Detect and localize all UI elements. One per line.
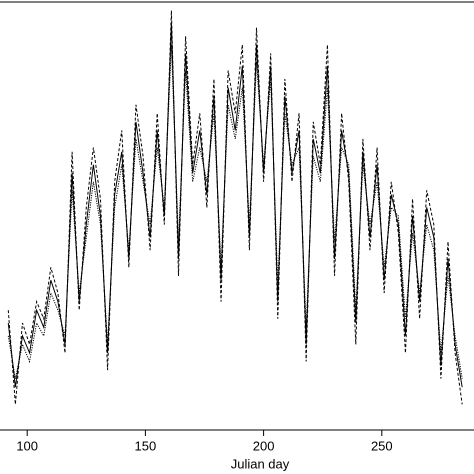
x-tick-label: 250: [371, 438, 393, 453]
series-line: [7, 10, 463, 405]
x-tick-label: 150: [135, 438, 157, 453]
series-line: [7, 44, 463, 379]
x-tick-label: 200: [253, 438, 275, 453]
x-tick-label: 100: [16, 438, 38, 453]
x-axis-label: Julian day: [231, 456, 290, 471]
